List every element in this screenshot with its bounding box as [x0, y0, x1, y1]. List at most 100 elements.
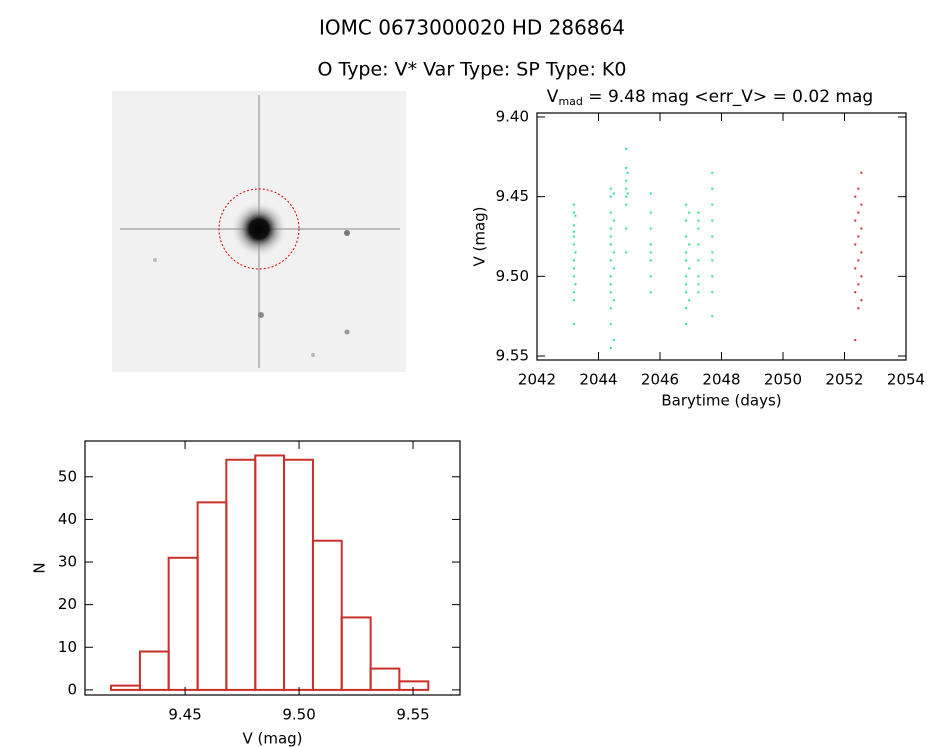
bar — [369, 667, 401, 691]
point — [625, 195, 628, 198]
point — [572, 299, 575, 302]
bar — [167, 556, 199, 691]
point — [572, 230, 575, 233]
bar — [340, 616, 372, 691]
point — [711, 275, 714, 278]
point — [609, 275, 612, 278]
point — [697, 211, 700, 214]
point — [572, 224, 575, 227]
point — [574, 283, 577, 286]
point — [609, 211, 612, 214]
point — [711, 235, 714, 238]
point — [626, 192, 629, 195]
point — [857, 187, 860, 190]
y-tick-label: 9.40 — [496, 107, 529, 125]
x-tick-label: 2054 — [887, 371, 925, 389]
x-tick-label: 2046 — [641, 371, 679, 389]
y-tick-label: 30 — [58, 553, 77, 571]
point — [572, 211, 575, 214]
bar — [283, 458, 314, 691]
point — [697, 283, 700, 286]
y-tick-label: 20 — [58, 595, 77, 613]
point — [572, 323, 575, 326]
point — [612, 251, 615, 254]
point — [609, 307, 612, 310]
point — [609, 227, 612, 230]
point — [649, 243, 652, 246]
y-tick-label: 9.50 — [496, 267, 529, 285]
point — [625, 147, 628, 150]
bar — [109, 684, 141, 691]
bar — [225, 458, 257, 691]
point — [697, 219, 700, 222]
point — [685, 251, 688, 254]
point — [649, 251, 652, 254]
x-tick-label: 2050 — [764, 371, 802, 389]
point — [854, 339, 857, 342]
point — [854, 243, 857, 246]
point — [854, 267, 857, 270]
axes-frame — [536, 112, 907, 361]
x-tick-label: 9.55 — [396, 706, 429, 724]
point — [649, 192, 652, 195]
y-tick-label: 9.55 — [496, 347, 529, 365]
point — [697, 291, 700, 294]
title: IOMC 0673000020 HD 286864 — [319, 16, 625, 40]
point — [572, 259, 575, 262]
point — [711, 219, 714, 222]
point — [857, 259, 860, 262]
point — [609, 195, 612, 198]
point — [685, 203, 688, 206]
point — [685, 291, 688, 294]
point — [857, 235, 860, 238]
point — [609, 235, 612, 238]
title-rest: = 9.48 mag <err_V> = 0.02 mag — [583, 87, 873, 107]
point — [572, 267, 575, 270]
point — [625, 251, 628, 254]
point — [625, 179, 628, 182]
point — [860, 299, 863, 302]
bar — [138, 650, 170, 691]
point — [609, 259, 612, 262]
point — [857, 307, 860, 310]
point — [860, 275, 863, 278]
point — [685, 307, 688, 310]
point — [609, 323, 612, 326]
point — [697, 243, 700, 246]
bar — [398, 680, 430, 691]
point — [685, 283, 688, 286]
point — [854, 195, 857, 198]
x-tick-label: 2042 — [518, 371, 556, 389]
point — [685, 219, 688, 222]
point — [572, 203, 575, 206]
x-tick-label: 9.50 — [282, 706, 315, 724]
point — [649, 275, 652, 278]
point — [685, 323, 688, 326]
point — [688, 243, 691, 246]
title-sub: mad — [558, 95, 582, 108]
star-image — [112, 91, 406, 372]
point — [649, 211, 652, 214]
y-tick-label: 50 — [58, 467, 77, 485]
point — [572, 235, 575, 238]
y-axis-label: V (mag) — [471, 206, 489, 266]
point — [609, 291, 612, 294]
y-tick-label: 9.45 — [496, 187, 529, 205]
point — [612, 267, 615, 270]
axes-frame — [84, 440, 461, 696]
point — [854, 219, 857, 222]
point — [685, 275, 688, 278]
subtitle: O Type: V* Var Type: SP Type: K0 — [318, 59, 627, 81]
point — [574, 251, 577, 254]
point — [857, 283, 860, 286]
x-axis-label: Barytime (days) — [661, 392, 781, 410]
point — [711, 315, 714, 318]
x-axis-label: V (mag) — [242, 730, 302, 747]
point — [857, 211, 860, 214]
point — [649, 291, 652, 294]
point — [609, 283, 612, 286]
bar — [311, 539, 343, 691]
point — [626, 171, 629, 174]
point — [688, 211, 691, 214]
point — [688, 299, 691, 302]
